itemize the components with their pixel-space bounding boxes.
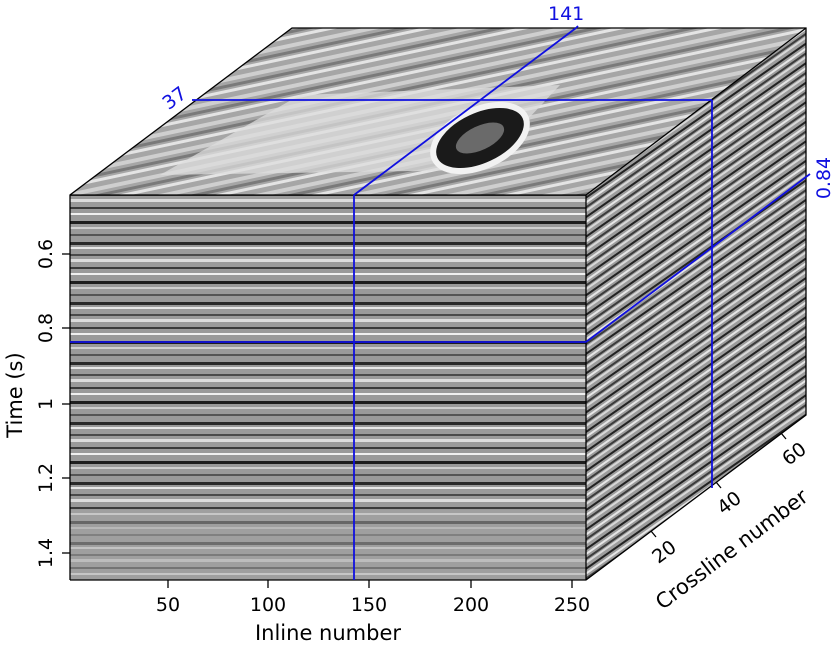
inline-axis-label: Inline number <box>255 621 401 645</box>
inline-tick: 200 <box>453 594 489 616</box>
slice-lines <box>70 25 811 580</box>
cube-frame <box>69 27 807 581</box>
time-tick: 1 <box>35 398 57 410</box>
crossline-tick: 20 <box>648 536 681 568</box>
crossline-tick: 40 <box>713 487 746 519</box>
inline-marker-top <box>353 27 577 196</box>
time-tick: 0.8 <box>35 313 57 343</box>
time-marker-side <box>585 176 807 343</box>
crossline-axis <box>650 432 787 538</box>
front-lower-shade <box>70 510 586 580</box>
time-axis-label: Time (s) <box>3 352 27 438</box>
time-axis <box>62 253 70 554</box>
inline-tick: 50 <box>156 594 180 616</box>
inline-axis <box>167 580 573 588</box>
time-ext-label <box>805 173 811 178</box>
inline-tick: 150 <box>351 594 387 616</box>
crossline-tick: 60 <box>778 438 811 470</box>
side-crossline-slice <box>586 28 806 580</box>
time-tick: 1.4 <box>35 538 57 568</box>
time-tick: 0.6 <box>35 239 57 269</box>
top-anomaly-core <box>455 122 505 154</box>
time-slice-label: 0.84 <box>813 157 831 199</box>
inline-slice-label: 141 <box>548 3 584 25</box>
inline-ext-label <box>575 25 579 29</box>
inline-tick: 100 <box>250 594 286 616</box>
time-tick: 1.2 <box>35 463 57 493</box>
inline-tick: 250 <box>554 594 590 616</box>
